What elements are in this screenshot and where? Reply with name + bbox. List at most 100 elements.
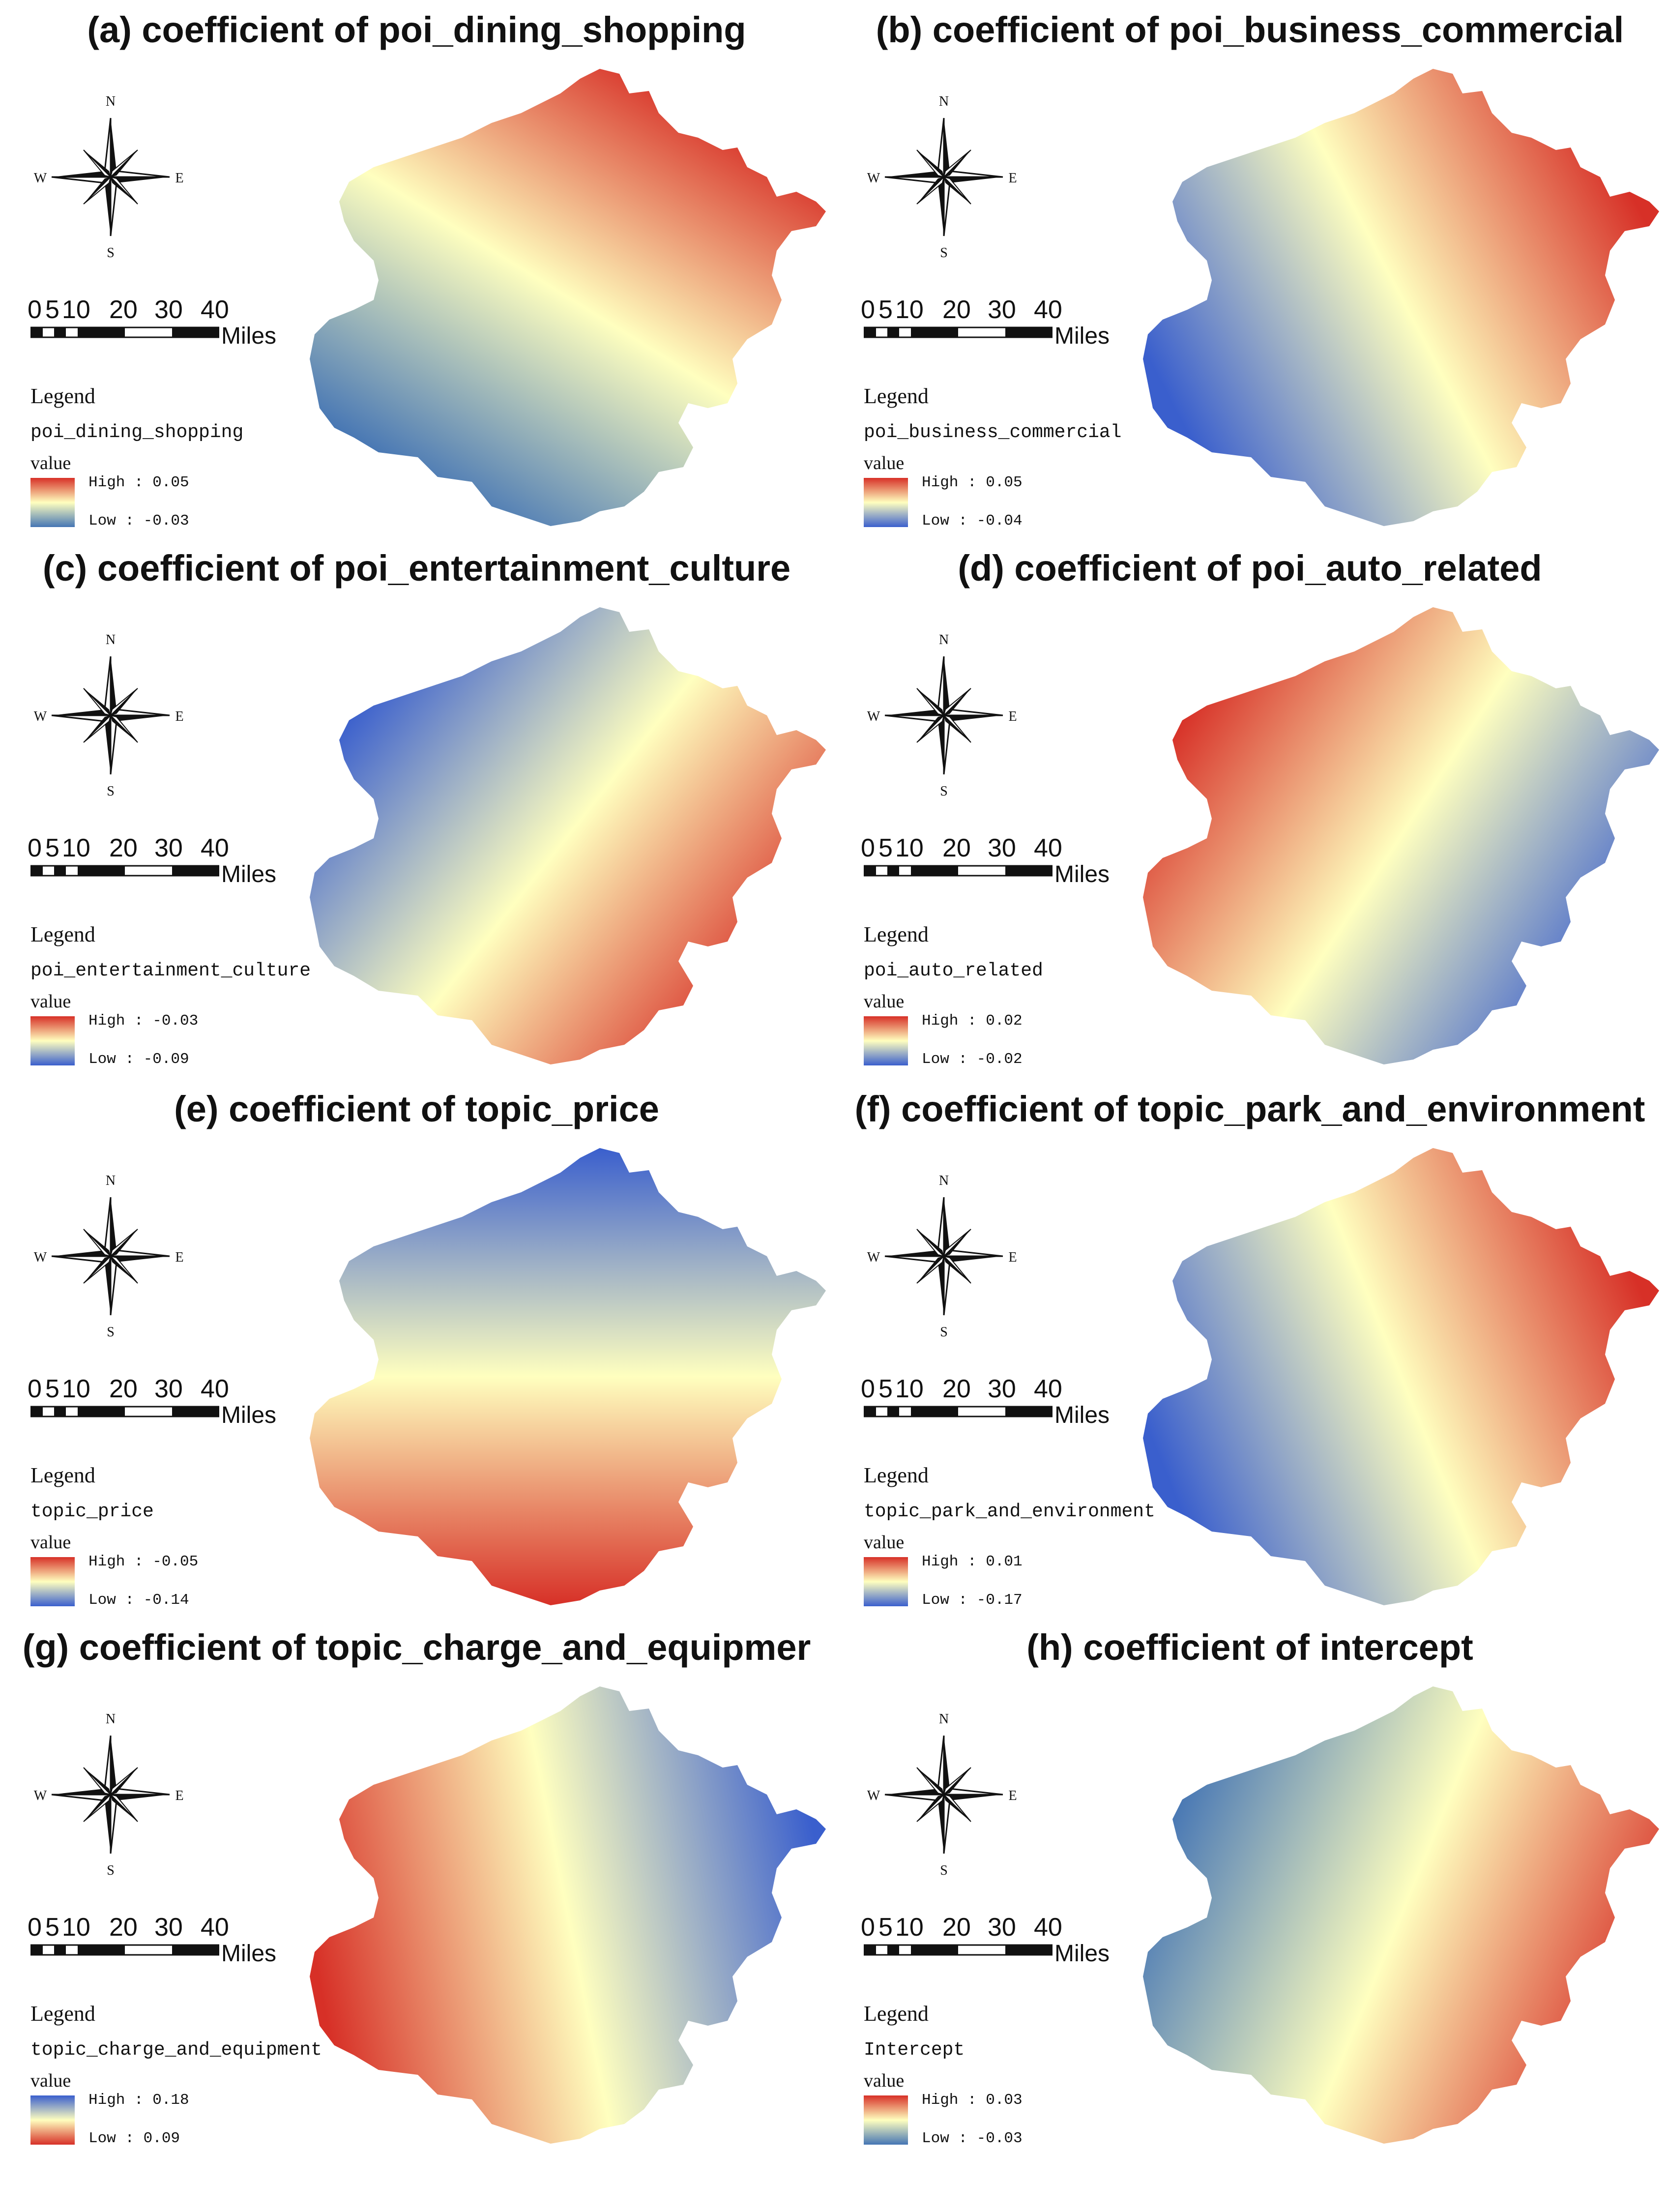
legend: Legend topic_price value High : -0.05 Lo… xyxy=(30,1463,404,1615)
legend-low-label: Low : -0.03 xyxy=(88,512,189,530)
legend-high-label: High : -0.03 xyxy=(88,1012,199,1030)
scale-bar: 0 5 10 20 30 40 Miles xyxy=(28,833,286,887)
legend-title: Legend xyxy=(864,384,929,408)
north-arrow-compass-icon: N S E W xyxy=(867,94,1017,258)
scale-tick-label: 5 xyxy=(45,1375,59,1403)
legend-title: Legend xyxy=(864,922,929,946)
legend-value-label: value xyxy=(864,2070,905,2091)
scale-unit: Miles xyxy=(1054,323,1110,349)
scale-tick-label: 10 xyxy=(895,295,924,324)
study-area-outline xyxy=(310,607,826,1064)
legend-field-name: topic_charge_and_equipment xyxy=(30,2039,322,2061)
panel-title: (c) coefficient of poi_entertainment_cul… xyxy=(42,548,791,589)
study-area-outline xyxy=(1143,1148,1659,1605)
compass-e-label: E xyxy=(1008,171,1017,186)
north-arrow-compass-icon: N S E W xyxy=(867,632,1017,796)
scale-tick-label: 0 xyxy=(28,1375,42,1403)
legend-color-ramp xyxy=(864,1557,908,1606)
legend-field-name: topic_park_and_environment xyxy=(864,1501,1155,1522)
legend-value-label: value xyxy=(30,2070,71,2091)
legend: Legend poi_auto_related value High : 0.0… xyxy=(864,922,1237,1074)
map-panel-f: (f) coefficient of topic_park_and_enviro… xyxy=(833,1079,1667,1615)
scale-tick-label: 30 xyxy=(988,1913,1016,1942)
legend-high-label: High : 0.05 xyxy=(922,474,1023,491)
scale-bar: 0 5 10 20 30 40 Miles xyxy=(28,1374,286,1428)
compass-n-label: N xyxy=(106,1711,116,1727)
scale-tick-label: 30 xyxy=(988,834,1016,862)
compass-w-label: W xyxy=(34,709,47,724)
scale-tick-label: 5 xyxy=(878,295,893,324)
north-arrow-compass-icon: N S E W xyxy=(34,94,184,258)
scale-bar: 0 5 10 20 30 40 Miles xyxy=(861,1374,1119,1428)
scale-tick-label: 30 xyxy=(154,295,183,324)
scale-tick-label: 30 xyxy=(154,1375,183,1403)
legend-color-ramp xyxy=(864,2095,908,2145)
scale-tick-label: 40 xyxy=(1034,1375,1062,1403)
legend: Legend poi_business_commercial value Hig… xyxy=(864,383,1237,536)
north-arrow-compass-icon: N S E W xyxy=(867,1711,1017,1876)
scale-unit: Miles xyxy=(1054,1402,1110,1428)
beijing-coefficient-surface-map xyxy=(310,69,826,526)
compass-s-label: S xyxy=(940,784,948,796)
scale-tick-label: 20 xyxy=(109,834,138,862)
compass-n-label: N xyxy=(939,632,949,648)
scale-tick-label: 0 xyxy=(861,295,875,324)
scale-tick-label: 10 xyxy=(62,1375,90,1403)
legend-title: Legend xyxy=(864,2002,929,2026)
scale-tick-label: 5 xyxy=(45,834,59,862)
compass-n-label: N xyxy=(939,1711,949,1727)
scale-unit: Miles xyxy=(221,861,277,887)
compass-e-label: E xyxy=(175,709,183,724)
legend-low-label: Low : -0.03 xyxy=(922,2130,1023,2147)
scale-tick-label: 40 xyxy=(201,1375,229,1403)
compass-s-label: S xyxy=(107,1325,115,1337)
legend-field-name: poi_dining_shopping xyxy=(30,422,244,443)
scale-unit: Miles xyxy=(1054,861,1110,887)
scale-tick-label: 40 xyxy=(201,295,229,324)
scale-unit: Miles xyxy=(221,1402,277,1428)
legend-title: Legend xyxy=(30,2002,95,2026)
compass-w-label: W xyxy=(34,1788,47,1803)
panel-title: (f) coefficient of topic_park_and_enviro… xyxy=(854,1089,1645,1129)
legend: Legend topic_park_and_environment value … xyxy=(864,1463,1237,1615)
compass-e-label: E xyxy=(1008,1250,1017,1265)
legend: Legend Intercept value High : 0.03 Low :… xyxy=(864,2001,1237,2153)
legend-field-name: topic_price xyxy=(30,1501,154,1522)
legend-low-label: Low : -0.17 xyxy=(922,1592,1023,1609)
study-area-outline xyxy=(1143,1686,1659,2144)
legend-color-ramp xyxy=(30,2095,75,2145)
legend-color-ramp xyxy=(864,478,908,527)
scale-tick-label: 30 xyxy=(154,1913,183,1942)
legend-high-label: High : 0.03 xyxy=(922,2092,1023,2109)
scale-unit: Miles xyxy=(1054,1941,1110,1967)
legend-title: Legend xyxy=(30,384,95,408)
panel-title: (e) coefficient of topic_price xyxy=(174,1089,659,1129)
scale-tick-label: 5 xyxy=(878,834,893,862)
map-panel-a: (a) coefficient of poi_dining_shopping xyxy=(0,0,833,536)
scale-tick-label: 0 xyxy=(28,295,42,324)
compass-s-label: S xyxy=(940,1863,948,1876)
scale-bar: 0 5 10 20 30 40 Miles xyxy=(861,1913,1119,1967)
map-panel-b: (b) coefficient of poi_business_commerci… xyxy=(833,0,1667,536)
compass-w-label: W xyxy=(867,709,880,724)
scale-tick-label: 20 xyxy=(942,1375,971,1403)
scale-tick-label: 20 xyxy=(109,295,138,324)
study-area-outline xyxy=(310,69,826,526)
study-area-outline xyxy=(310,1686,826,2144)
scale-tick-label: 10 xyxy=(62,1913,90,1942)
panel-title: (b) coefficient of poi_business_commerci… xyxy=(876,9,1624,50)
legend-low-label: Low : 0.09 xyxy=(88,2130,180,2147)
legend-title: Legend xyxy=(30,1463,95,1487)
legend-title: Legend xyxy=(864,1463,929,1487)
scale-tick-label: 20 xyxy=(942,295,971,324)
scale-tick-label: 5 xyxy=(878,1913,893,1942)
beijing-coefficient-surface-map xyxy=(1143,69,1659,526)
compass-n-label: N xyxy=(106,1173,116,1188)
map-panel-g: (g) coefficient of topic_charge_and_equi… xyxy=(0,1618,833,2153)
north-arrow-compass-icon: N S E W xyxy=(34,1711,184,1876)
scale-bar: 0 5 10 20 30 40 Miles xyxy=(861,833,1119,887)
compass-e-label: E xyxy=(1008,1788,1017,1803)
north-arrow-compass-icon: N S E W xyxy=(34,1173,184,1337)
legend: Legend topic_charge_and_equipment value … xyxy=(30,2001,404,2153)
scale-tick-label: 0 xyxy=(861,1913,875,1942)
